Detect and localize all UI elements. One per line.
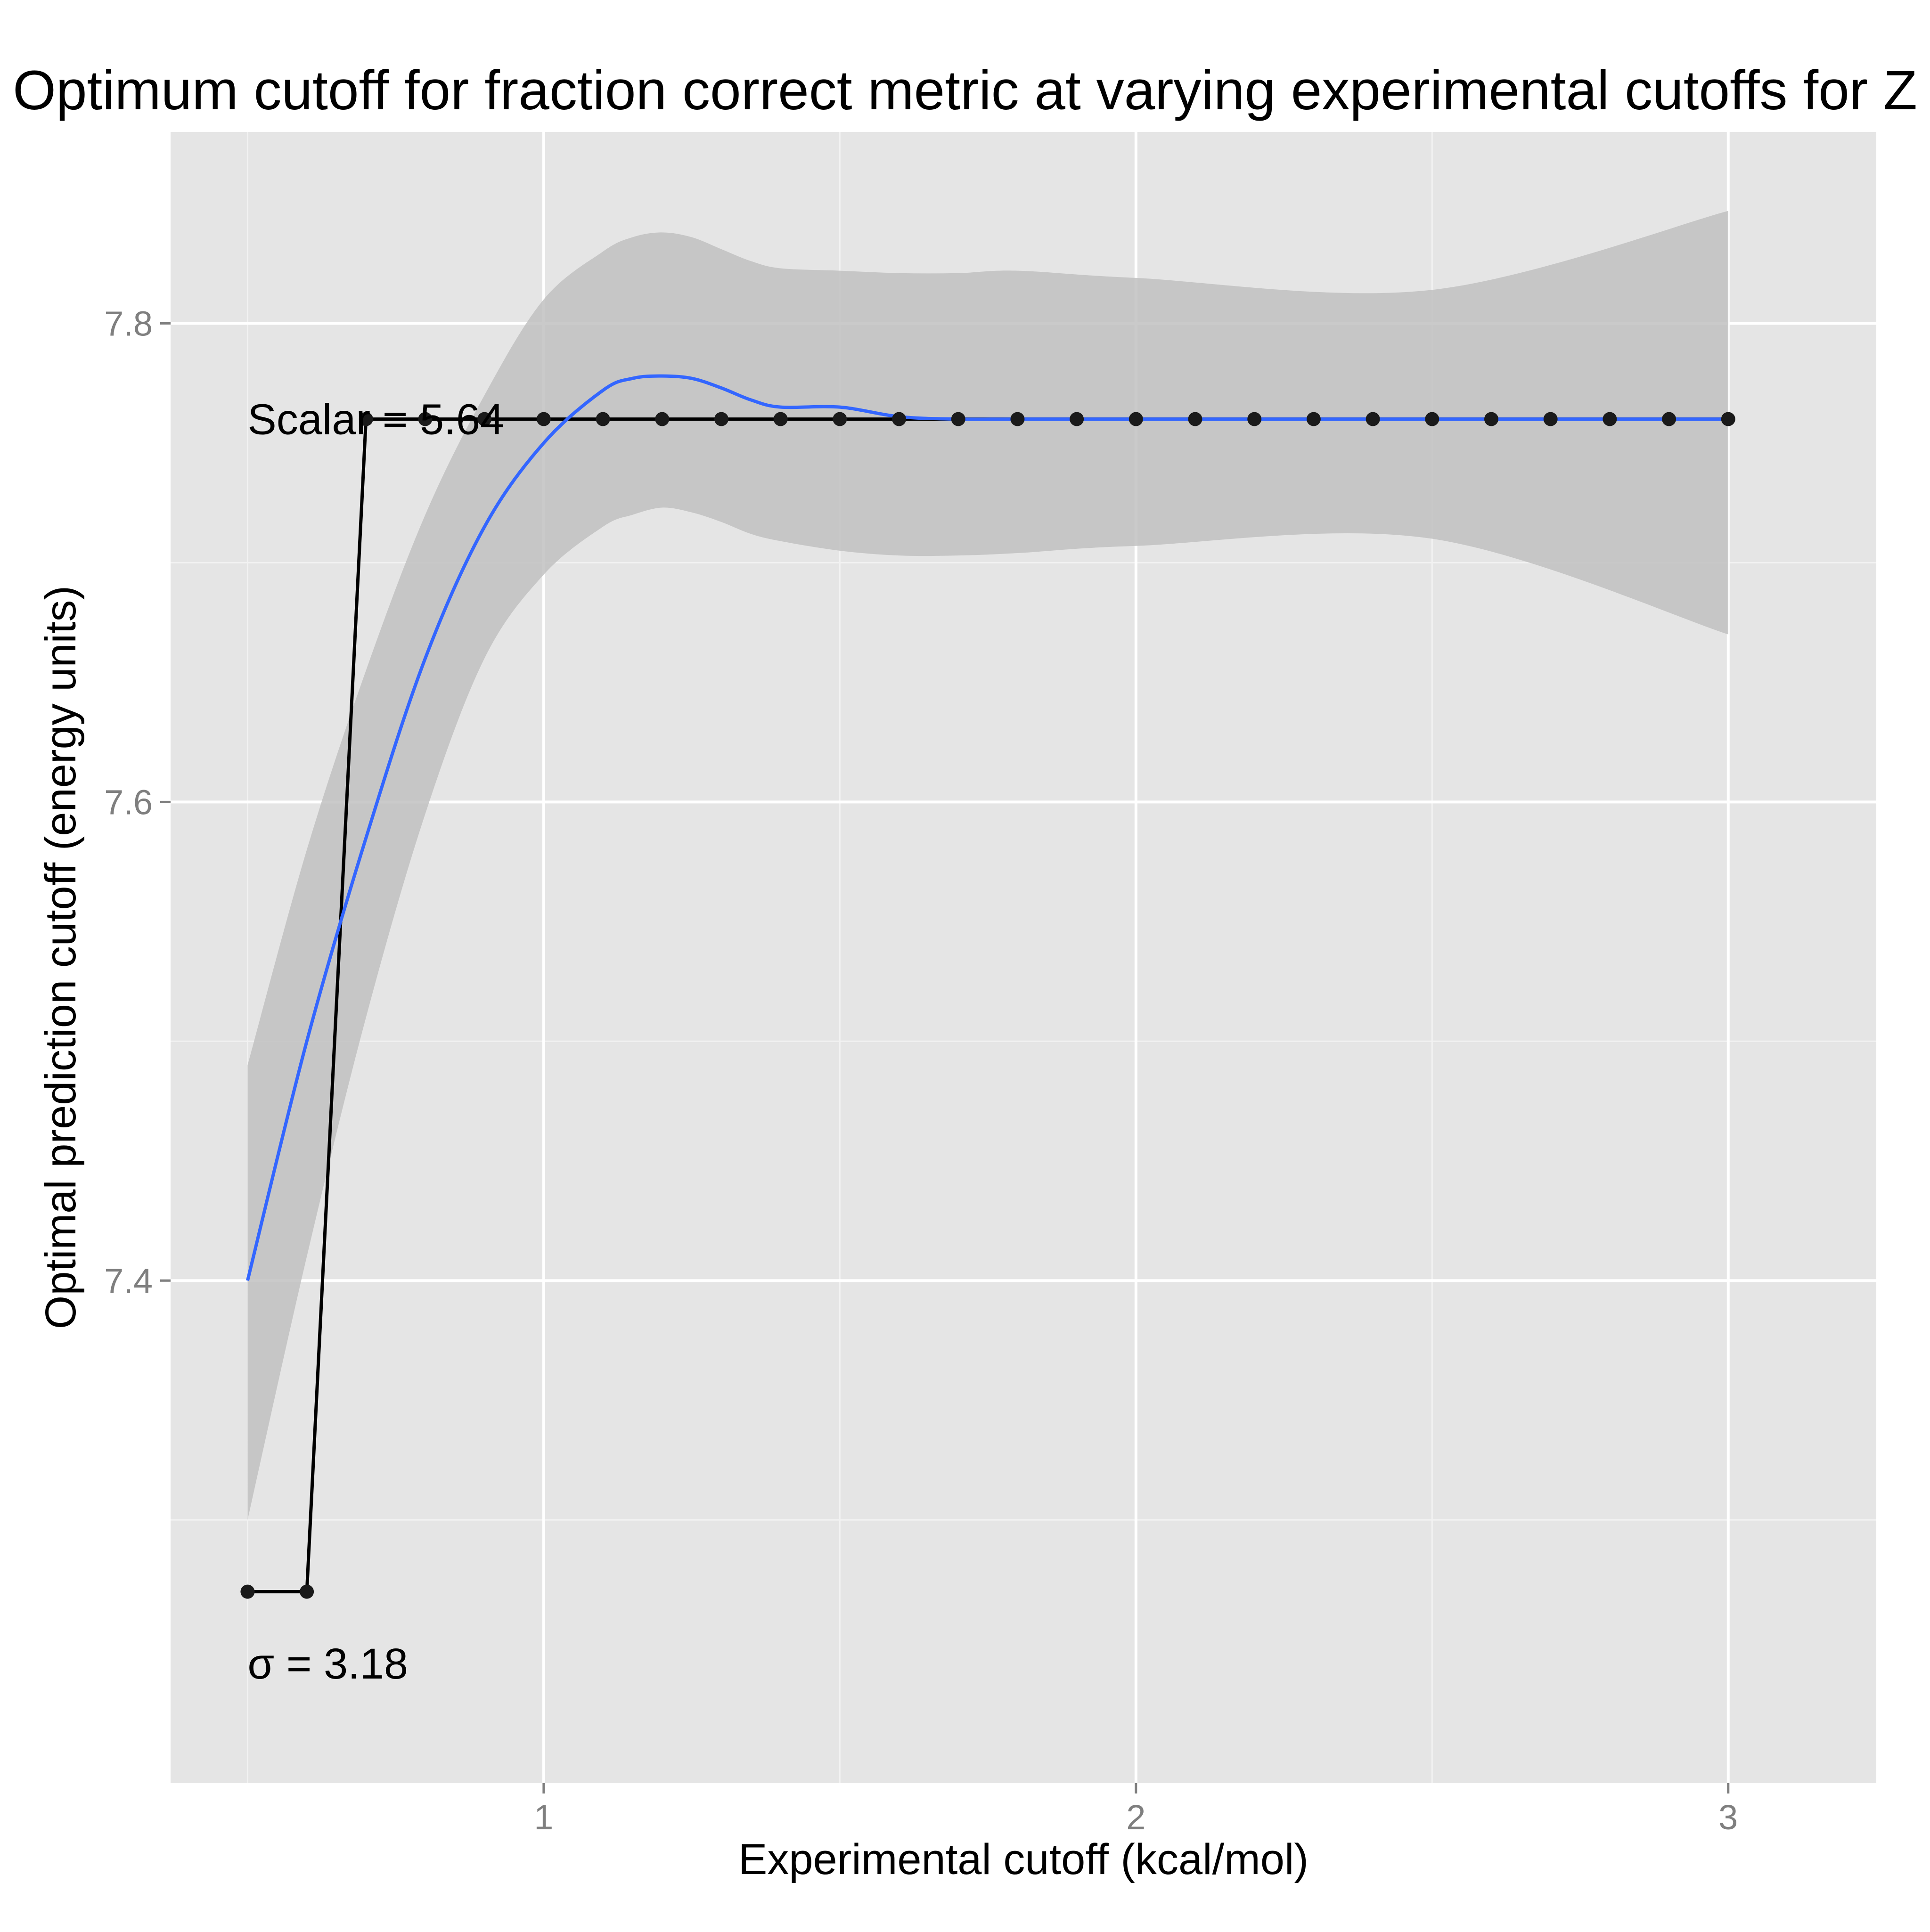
data-point <box>1484 412 1498 426</box>
data-point <box>477 412 492 426</box>
x-axis-ticks: 1 2 3 <box>534 1783 1738 1837</box>
data-point <box>1010 412 1025 426</box>
y-axis-title: Optimal prediction cutoff (energy units) <box>37 586 85 1329</box>
y-tick-label: 7.8 <box>104 304 153 343</box>
data-point <box>714 412 728 426</box>
data-points <box>240 412 1735 1599</box>
sigma-annotation: σ = 3.18 <box>247 1640 408 1688</box>
data-point <box>1425 412 1439 426</box>
data-point <box>536 412 551 426</box>
data-point <box>300 1584 314 1599</box>
data-point <box>1543 412 1558 426</box>
data-point <box>359 412 373 426</box>
data-point <box>1366 412 1380 426</box>
data-point <box>1603 412 1617 426</box>
data-point <box>1662 412 1676 426</box>
data-point <box>1306 412 1321 426</box>
data-point <box>951 412 965 426</box>
data-point <box>1721 412 1735 426</box>
y-tick-label: 7.6 <box>104 783 153 822</box>
y-tick-label: 7.4 <box>104 1261 153 1300</box>
confidence-ribbon <box>247 211 1728 1520</box>
scalar-annotation: Scalar = 5.64 <box>247 396 504 444</box>
x-tick-label: 3 <box>1718 1798 1738 1837</box>
data-point <box>1188 412 1202 426</box>
data-point <box>773 412 788 426</box>
x-axis-title: Experimental cutoff (kcal/mol) <box>738 1835 1308 1883</box>
x-tick-label: 1 <box>534 1798 553 1837</box>
data-point <box>1129 412 1143 426</box>
data-point <box>418 412 433 426</box>
chart-title: Optimum cutoff for fraction correct metr… <box>13 59 1917 122</box>
data-point <box>833 412 847 426</box>
data-point <box>1070 412 1084 426</box>
y-axis-ticks: 7.4 7.6 7.8 <box>104 304 171 1300</box>
data-point <box>655 412 670 426</box>
data-point <box>240 1584 255 1599</box>
data-point <box>596 412 610 426</box>
x-tick-label: 2 <box>1126 1798 1145 1837</box>
smooth-curve <box>246 374 1728 1281</box>
data-point <box>1247 412 1262 426</box>
data-point <box>892 412 907 426</box>
